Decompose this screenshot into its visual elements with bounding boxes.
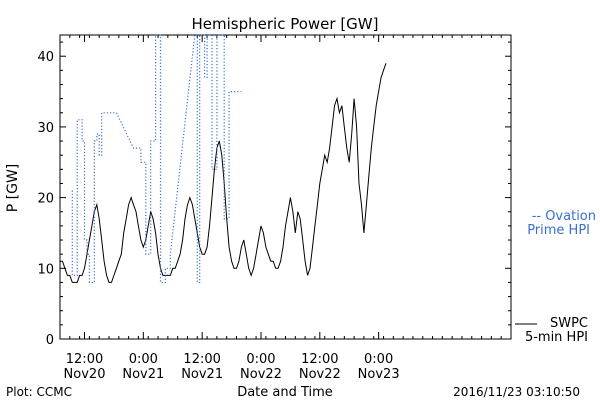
x-tick-label-time: 0:00 (246, 352, 275, 367)
x-axis: 12:00Nov200:00Nov2112:00Nov210:00Nov2212… (59, 35, 512, 382)
x-tick-label-date: Nov22 (299, 367, 341, 382)
y-tick-label: 10 (37, 262, 54, 277)
x-tick-label-time: 12:00 (301, 352, 338, 367)
y-tick-label: 20 (37, 192, 54, 207)
x-tick-label-time: 12:00 (183, 352, 220, 367)
y-axis-label: P [GW] (5, 164, 21, 213)
x-tick-label-date: Nov22 (240, 367, 282, 382)
plot-frame (59, 34, 512, 340)
legend-ovation-line1: -- Ovation (532, 209, 596, 224)
footer-plot-credit: Plot: CCMC (6, 385, 72, 399)
legend-swpc-line1: SWPC (550, 316, 588, 331)
x-tick-label-time: 0:00 (364, 352, 393, 367)
x-axis-label: Date and Time (237, 385, 333, 400)
x-tick-label-date: Nov20 (64, 367, 106, 382)
y-tick-label: 40 (37, 50, 54, 65)
series-layer (60, 34, 387, 283)
chart-title: Hemispheric Power [GW] (192, 15, 379, 33)
y-tick-label: 0 (46, 333, 54, 348)
x-tick-label-date: Nov21 (181, 367, 223, 382)
x-tick-label-time: 12:00 (66, 352, 103, 367)
x-tick-label-date: Nov21 (122, 367, 164, 382)
y-axis: 0 10 20 30 40 (37, 41, 511, 348)
x-tick-label-date: Nov23 (358, 367, 400, 382)
legend-swpc-line2: 5-min HPI (525, 330, 588, 345)
legend-ovation-line2: Prime HPI (527, 223, 590, 238)
y-tick-label: 30 (37, 121, 54, 136)
footer-timestamp: 2016/11/23 03:10:50 (453, 385, 580, 399)
x-tick-label-time: 0:00 (129, 352, 158, 367)
series-swpc-line (60, 63, 387, 283)
